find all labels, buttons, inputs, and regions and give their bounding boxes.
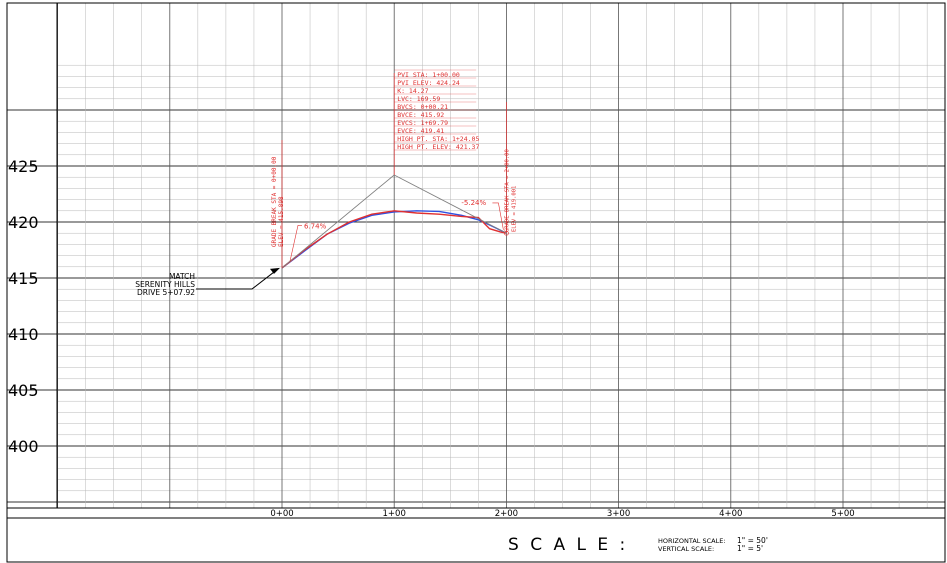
- tangent-line: [281, 174, 507, 269]
- grade-right-leader: [492, 202, 504, 230]
- scale-block: S C A L E : HORIZONTAL SCALE: 1" = 50' V…: [508, 535, 768, 555]
- match-label: SERENITY HILLS: [135, 280, 195, 289]
- profile-annotations: GRADE BREAK STA = 0+00.00 ELEV = 415.898 6…: [135, 69, 517, 297]
- pvi-label: HIGH PT. STA: 1+24.05: [397, 135, 479, 143]
- elevation-tick-label: 415: [8, 269, 39, 288]
- vertical-scale-value: 1" = 5': [737, 544, 763, 553]
- pvi-label: PVI STA: 1+00.00: [397, 71, 460, 79]
- end-station-marker: [504, 230, 509, 236]
- grade-right-label: -5.24%: [461, 199, 486, 207]
- pvi-label: LVC: 169.59: [397, 95, 440, 103]
- station-axis: 0+00 1+00 2+00 3+00 4+00 5+00: [270, 509, 854, 519]
- sheet-frame: [6, 2, 946, 563]
- elevation-tick-label: 420: [8, 213, 39, 232]
- elevation-tick-label: 425: [8, 157, 39, 176]
- scale-title: S C A L E :: [508, 535, 628, 555]
- pvi-label: EVCE: 419.41: [397, 127, 444, 135]
- pvi-label: PVI ELEV: 424.24: [397, 79, 460, 87]
- horizontal-scale-label: HORIZONTAL SCALE:: [658, 537, 726, 545]
- pvi-label: BVCS: 0+00.21: [397, 103, 448, 111]
- vertical-scale-label: VERTICAL SCALE:: [658, 545, 714, 553]
- station-tick-label: 5+00: [831, 509, 854, 519]
- grade-break-label: ELEV = 415.898: [278, 196, 285, 247]
- end-station-label: ELEV = 419.001: [511, 186, 517, 232]
- elevation-tick-label: 410: [8, 325, 39, 344]
- elevation-axis: 425 420 415 410 405 400: [8, 157, 39, 456]
- station-tick-label: 0+00: [270, 509, 293, 519]
- profile-grid: [7, 3, 945, 508]
- frame-border: [6, 2, 946, 563]
- match-label: MATCH: [169, 272, 195, 281]
- pvi-label: K: 14.27: [397, 87, 428, 95]
- station-tick-label: 1+00: [383, 509, 406, 519]
- match-arrowhead: [270, 267, 280, 274]
- match-leader: [196, 268, 279, 290]
- match-label: DRIVE 5+07.92: [137, 288, 195, 297]
- profile-lines: [281, 174, 507, 269]
- grade-break-label: GRADE BREAK STA = 0+00.00: [271, 156, 278, 247]
- elevation-tick-label: 400: [8, 437, 39, 456]
- proposed-profile-line: [281, 210, 507, 269]
- grade-left-leader: [289, 225, 302, 262]
- horizontal-scale-value: 1" = 50': [737, 536, 768, 545]
- pvi-label: BVCE: 415.92: [397, 111, 444, 119]
- pvi-label: EVCS: 1+69.79: [397, 119, 448, 127]
- pvi-label: HIGH PT. ELEV: 421.37: [397, 143, 479, 151]
- end-station-label: GRADE BREAK STA = 2+00.00: [504, 149, 510, 232]
- grade-left-label: 6.74%: [304, 222, 327, 230]
- elevation-tick-label: 405: [8, 381, 39, 400]
- station-tick-label: 3+00: [607, 509, 630, 519]
- station-tick-label: 4+00: [719, 509, 742, 519]
- station-tick-label: 2+00: [495, 509, 518, 519]
